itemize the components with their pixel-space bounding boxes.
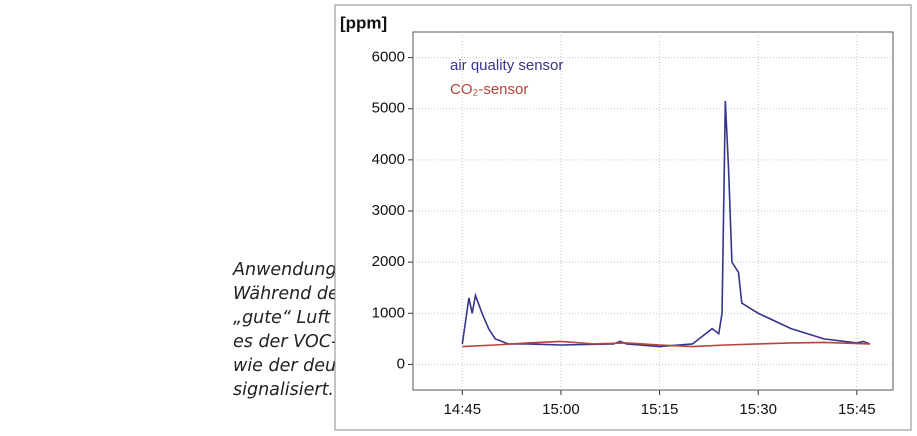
x-tick-label: 15:15 [641, 401, 679, 418]
y-tick-label: 5000 [372, 100, 405, 117]
legend-label: CO₂-sensor [450, 81, 528, 98]
y-tick-label: 3000 [372, 202, 405, 219]
data-line [462, 340, 871, 348]
legend-label: air quality sensor [450, 57, 563, 74]
x-tick-label: 15:30 [739, 401, 777, 418]
y-axis-label: [ppm] [340, 13, 387, 32]
caption-line: signalisiert. [233, 380, 334, 400]
y-tick-label: 2000 [372, 253, 405, 270]
y-tick-label: 4000 [372, 151, 405, 168]
y-tick-label: 0 [397, 355, 405, 372]
data-line [461, 101, 871, 348]
y-tick-label: 1000 [372, 304, 405, 321]
x-tick-label: 15:45 [838, 401, 876, 418]
y-tick-label: 6000 [372, 49, 405, 66]
x-tick-label: 14:45 [444, 401, 482, 418]
x-tick-label: 15:00 [542, 401, 580, 418]
